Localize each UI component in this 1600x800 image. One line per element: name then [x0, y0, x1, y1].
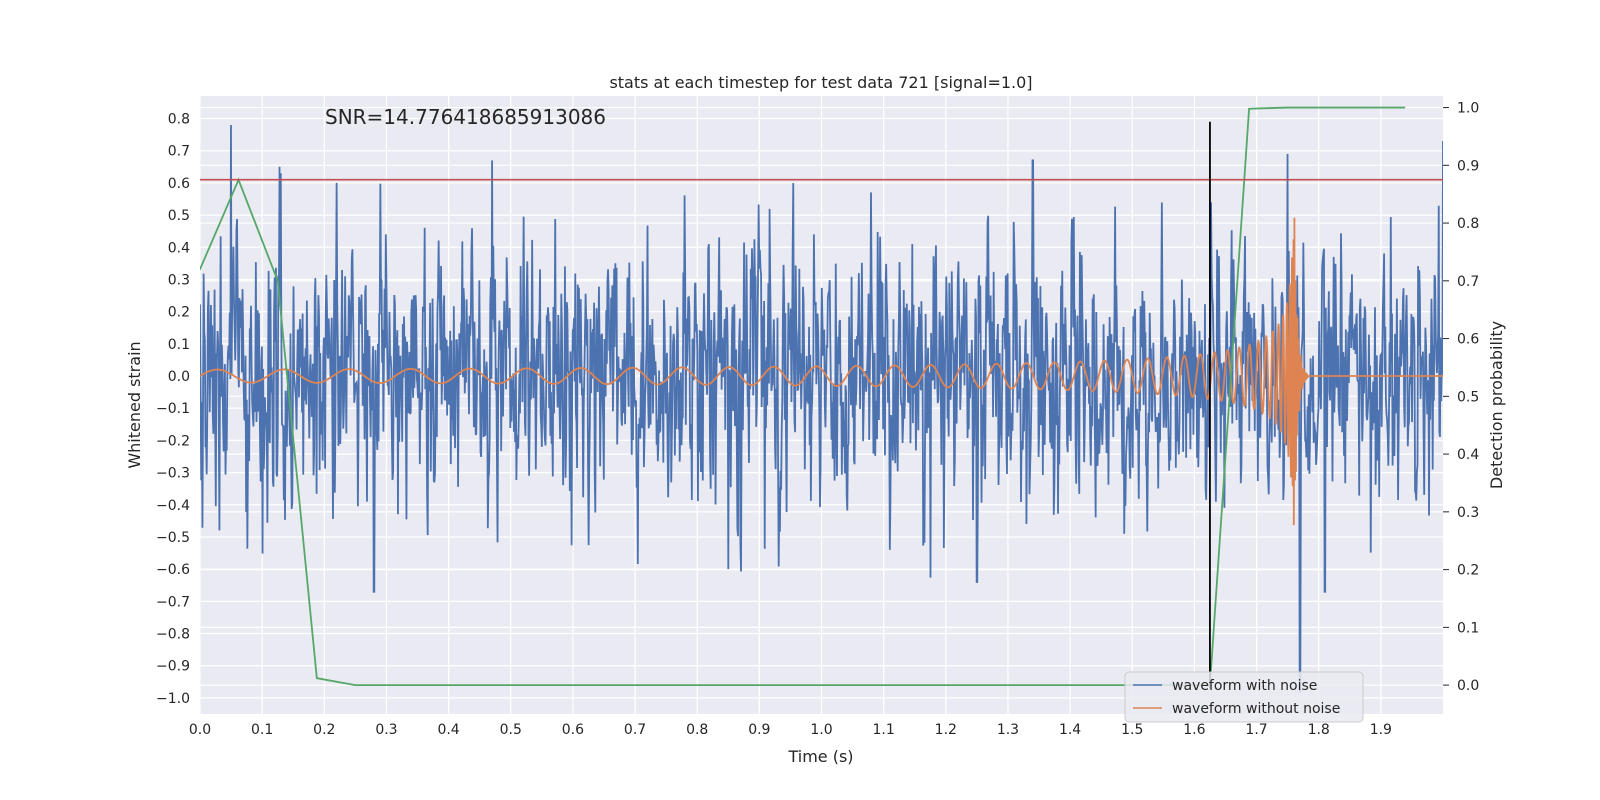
probability-point: [626, 684, 629, 686]
y-left-tick-label: −0.2: [156, 433, 190, 449]
probability-point: [782, 684, 784, 686]
snr-annotation: SNR=14.776418685913086: [325, 105, 606, 129]
y-right-tick-label: 0.3: [1457, 505, 1479, 521]
probability-point: [548, 684, 551, 686]
y-right-tick-label: 0.8: [1457, 216, 1479, 232]
y-left-tick-label: −0.3: [156, 466, 190, 482]
y-right-axis-ticks: 1.0 0.9 0.8 0.7 0.6 0.5 0.4 0.3 0.2 0.1 0.0: [1443, 101, 1479, 694]
y-left-tick-label: −0.5: [156, 530, 190, 546]
y-left-tick-label: 0.3: [168, 272, 190, 288]
y-right-tick-label: 0.1: [1457, 620, 1479, 636]
probability-point: [1325, 106, 1327, 109]
series-layer: [200, 106, 1443, 693]
y-left-tick-label: −0.7: [156, 594, 190, 610]
x-tick-label: 1.7: [1245, 722, 1267, 738]
probability-point: [1248, 107, 1250, 110]
probability-point: [432, 684, 434, 686]
probability-point: [859, 684, 861, 686]
x-tick-label: 0.4: [437, 722, 459, 738]
y-left-tick-label: −0.6: [156, 562, 190, 578]
probability-point: [471, 684, 474, 686]
y-left-tick-label: 0.1: [168, 337, 190, 353]
probability-point: [316, 677, 318, 679]
probability-point: [393, 684, 395, 686]
x-tick-label: 1.5: [1121, 722, 1143, 738]
x-tick-label: 1.0: [810, 722, 832, 738]
series-1: [200, 217, 1443, 526]
probability-point: [354, 684, 357, 686]
x-tick-label: 1.1: [873, 722, 895, 738]
probability-point: [1092, 684, 1095, 686]
x-tick-label: 0.3: [375, 722, 397, 738]
legend-label-clean: waveform without noise: [1172, 701, 1340, 717]
probability-point: [937, 684, 940, 686]
y-left-tick-label: −0.1: [156, 401, 190, 417]
probability-point: [200, 268, 201, 271]
probability-point: [976, 684, 978, 686]
probability-point: [587, 684, 590, 686]
probability-point: [703, 684, 706, 686]
x-tick-label: 1.9: [1370, 722, 1392, 738]
chart-title: stats at each timestep for test data 721…: [609, 73, 1032, 92]
y-right-tick-label: 1.0: [1457, 101, 1479, 117]
x-tick-label: 0.1: [251, 722, 273, 738]
probability-point: [1403, 106, 1406, 109]
y-left-tick-label: 0.6: [168, 176, 190, 192]
probability-point: [1286, 106, 1289, 109]
y-right-axis-label: Detection probability: [1487, 321, 1506, 489]
y-right-tick-label: 0.6: [1457, 332, 1479, 348]
y-right-tick-label: 0.7: [1457, 274, 1479, 290]
probability-point: [1364, 106, 1367, 109]
line-waveform-with-noise: [200, 124, 1443, 693]
x-tick-label: 0.2: [313, 722, 335, 738]
legend: waveform with noise waveform without noi…: [1124, 671, 1364, 723]
y-left-tick-label: −0.4: [156, 498, 190, 514]
y-left-tick-label: −0.8: [156, 627, 190, 643]
y-left-tick-label: 0.5: [168, 208, 190, 224]
y-left-tick-label: −1.0: [156, 691, 190, 707]
x-tick-label: 1.3: [997, 722, 1019, 738]
probability-point: [1053, 684, 1056, 686]
x-tick-label: 0.0: [189, 722, 211, 738]
x-tick-label: 0.5: [500, 722, 522, 738]
y-right-tick-label: 0.0: [1457, 678, 1479, 694]
y-left-tick-label: 0.2: [168, 305, 190, 321]
probability-point: [743, 684, 745, 686]
y-left-axis-label: Whitened strain: [125, 341, 144, 468]
probability-point: [898, 684, 900, 686]
series-0: [200, 124, 1443, 693]
y-left-axis-ticks: 0.8 0.7 0.6 0.5 0.4 0.3 0.2 0.1 0.0 −0.1 −0.2 −0.3 −…: [156, 112, 190, 707]
y-left-tick-label: 0.8: [168, 112, 190, 128]
y-left-tick-label: 0.0: [168, 369, 190, 385]
x-tick-label: 1.2: [935, 722, 957, 738]
y-left-tick-label: 0.7: [168, 144, 190, 160]
legend-label-noise: waveform with noise: [1172, 678, 1317, 694]
x-tick-label: 1.8: [1308, 722, 1330, 738]
x-axis-label: Time (s): [787, 747, 853, 766]
y-left-tick-label: −0.9: [156, 659, 190, 675]
y-left-tick-label: 0.4: [168, 240, 190, 256]
x-tick-label: 1.6: [1183, 722, 1205, 738]
probability-point: [665, 684, 667, 686]
x-tick-label: 0.7: [624, 722, 646, 738]
probability-point: [509, 684, 512, 686]
legend-frame: [1124, 671, 1364, 723]
x-axis-ticks: 0.0 0.1 0.2 0.3 0.4 0.5 0.6 0.7 0.8 0.9 1.0 1.1 1.2 1…: [189, 722, 1392, 738]
y-right-tick-label: 0.9: [1457, 158, 1479, 174]
x-tick-label: 0.6: [562, 722, 584, 738]
probability-point: [1014, 684, 1017, 686]
x-tick-label: 0.8: [686, 722, 708, 738]
probability-point: [820, 684, 823, 686]
line-waveform-without-noise: [200, 217, 1443, 526]
y-right-tick-label: 0.4: [1457, 447, 1479, 463]
x-tick-label: 1.4: [1059, 722, 1081, 738]
y-right-tick-label: 0.5: [1457, 389, 1479, 405]
y-right-tick-label: 0.2: [1457, 563, 1479, 579]
probability-point: [276, 280, 279, 282]
x-tick-label: 0.9: [748, 722, 770, 738]
